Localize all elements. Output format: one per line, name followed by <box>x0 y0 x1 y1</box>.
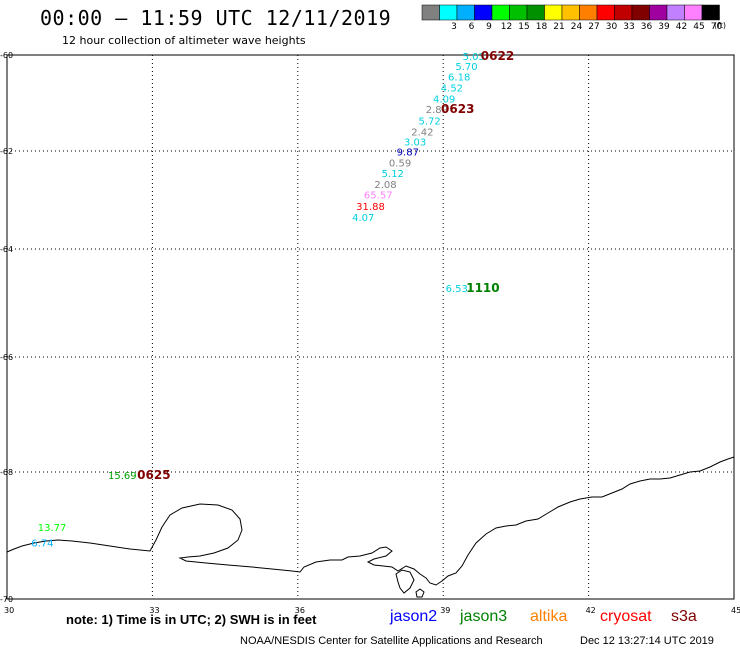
lon-tick-label: 33 <box>149 606 159 615</box>
wave-height-value: 5.12 <box>382 169 404 180</box>
wave-height-value: 4.52 <box>441 84 463 95</box>
colorbar-label: 33 <box>623 22 634 32</box>
lon-tick-label: 39 <box>440 606 450 615</box>
wave-height-value: 4.09 <box>433 95 455 106</box>
colorbar-swatch <box>701 4 720 21</box>
colorbar-label: 9 <box>486 22 492 32</box>
colorbar-label: 3 <box>451 22 457 32</box>
legend-sat-altika: altika <box>530 608 568 625</box>
colorbar-swatch <box>631 4 650 21</box>
colorbar-label: 6 <box>469 22 475 32</box>
colorbar-swatch <box>596 4 615 21</box>
coastline <box>6 456 735 586</box>
colorbar-swatch <box>649 4 668 21</box>
colorbar-swatch <box>666 4 685 21</box>
colorbar-label: 24 <box>571 22 583 32</box>
wave-height-value: 2.89 <box>426 105 448 116</box>
colorbar-swatch <box>614 4 633 21</box>
lon-tick-label: 42 <box>586 606 596 615</box>
colorbar-label: 45 <box>693 22 704 32</box>
pass-time-label: 1110 <box>466 281 499 295</box>
wave-height-value: 5.03 <box>463 52 485 63</box>
legend-sat-cryosat: cryosat <box>600 608 652 625</box>
colorbar-label: 39 <box>658 22 670 32</box>
colorbar-swatch <box>509 4 528 21</box>
credit-line: NOAA/NESDIS Center for Satellite Applica… <box>240 635 543 647</box>
page-title: 00:00 – 11:59 UTC 12/11/2019 <box>40 6 392 30</box>
pass-time-label: 0622 <box>481 49 514 63</box>
colorbar-swatch <box>474 4 493 21</box>
lon-tick-label: 36 <box>295 606 305 615</box>
legend-sat-jason2: jason2 <box>390 608 438 625</box>
wave-height-value: 6.53 <box>446 284 468 295</box>
colorbar-swatch <box>684 4 703 21</box>
colorbar-swatch <box>421 4 440 21</box>
colorbar-label: 30 <box>606 22 618 32</box>
colorbar-swatch <box>439 4 458 21</box>
colorbar-label: 27 <box>588 22 599 32</box>
wave-height-value: 4.07 <box>352 213 374 224</box>
lat-tick-label: -66 <box>0 353 13 362</box>
pass-time-labels: 0622 0623 1110 0625 <box>137 49 514 482</box>
page-subtitle: 12 hour collection of altimeter wave hei… <box>62 34 306 47</box>
lat-tick-label: -70 <box>0 595 13 604</box>
colorbar: 3 6 9 12 15 18 21 24 27 30 33 36 39 42 45 70 <box>421 4 723 32</box>
wave-height-value: 5.72 <box>418 116 440 127</box>
legend-sat-jason3: jason3 <box>460 608 508 625</box>
lon-tick-label: 30 <box>4 606 14 615</box>
lat-tick-label: -68 <box>0 468 13 477</box>
lon-tick-label: 45 <box>731 606 740 615</box>
wave-height-value: 2.08 <box>374 180 396 191</box>
colorbar-label: 21 <box>553 22 564 32</box>
colorbar-swatch <box>561 4 580 21</box>
wave-height-labels: 5.035.706.184.524.092.895.722.423.039.87… <box>31 52 485 550</box>
colorbar-swatch <box>456 4 475 21</box>
wave-height-value: 13.77 <box>38 523 67 534</box>
colorbar-label: 12 <box>501 22 512 32</box>
wave-height-value: 3.03 <box>404 137 426 148</box>
colorbar-label: 36 <box>641 22 653 32</box>
lat-tick-label: -62 <box>0 147 13 156</box>
axis-tick-labels: 30 33 36 39 42 45 -60 -62 -64 -66 -68 -70 <box>0 51 740 615</box>
colorbar-label: 15 <box>518 22 529 32</box>
colorbar-swatch <box>579 4 598 21</box>
wave-height-value: 15.69 <box>108 471 137 482</box>
wave-height-value: 9.87 <box>397 147 419 158</box>
lat-tick-label: -60 <box>0 51 13 60</box>
colorbar-label: 42 <box>676 22 687 32</box>
pass-time-label: 0623 <box>441 102 474 116</box>
generated-timestamp: Dec 12 13:27:14 UTC 2019 <box>580 635 714 647</box>
wave-height-value: 6.74 <box>31 538 53 549</box>
colorbar-unit: (ft) <box>714 21 727 30</box>
coastline-island <box>415 588 425 598</box>
colorbar-swatch <box>544 4 563 21</box>
graticule <box>7 55 734 599</box>
wave-height-value: 6.18 <box>448 73 470 84</box>
wave-height-value: 2.42 <box>411 127 433 138</box>
footer-note: note: 1) Time is in UTC; 2) SWH is in fe… <box>66 612 317 627</box>
wave-height-value: 65.57 <box>364 191 393 202</box>
wave-height-value: 0.59 <box>389 158 411 169</box>
legend-sat-s3a: s3a <box>671 608 697 625</box>
colorbar-swatch <box>491 4 510 21</box>
coastline-island <box>395 569 415 594</box>
colorbar-label: 18 <box>536 22 548 32</box>
lat-tick-label: -64 <box>0 245 13 254</box>
wave-height-value: 31.88 <box>356 202 385 213</box>
pass-time-label: 0625 <box>137 468 170 482</box>
colorbar-swatch <box>526 4 545 21</box>
wave-height-value: 5.70 <box>455 62 477 73</box>
colorbar-label: 70 <box>711 22 723 32</box>
map-frame <box>6 54 735 600</box>
